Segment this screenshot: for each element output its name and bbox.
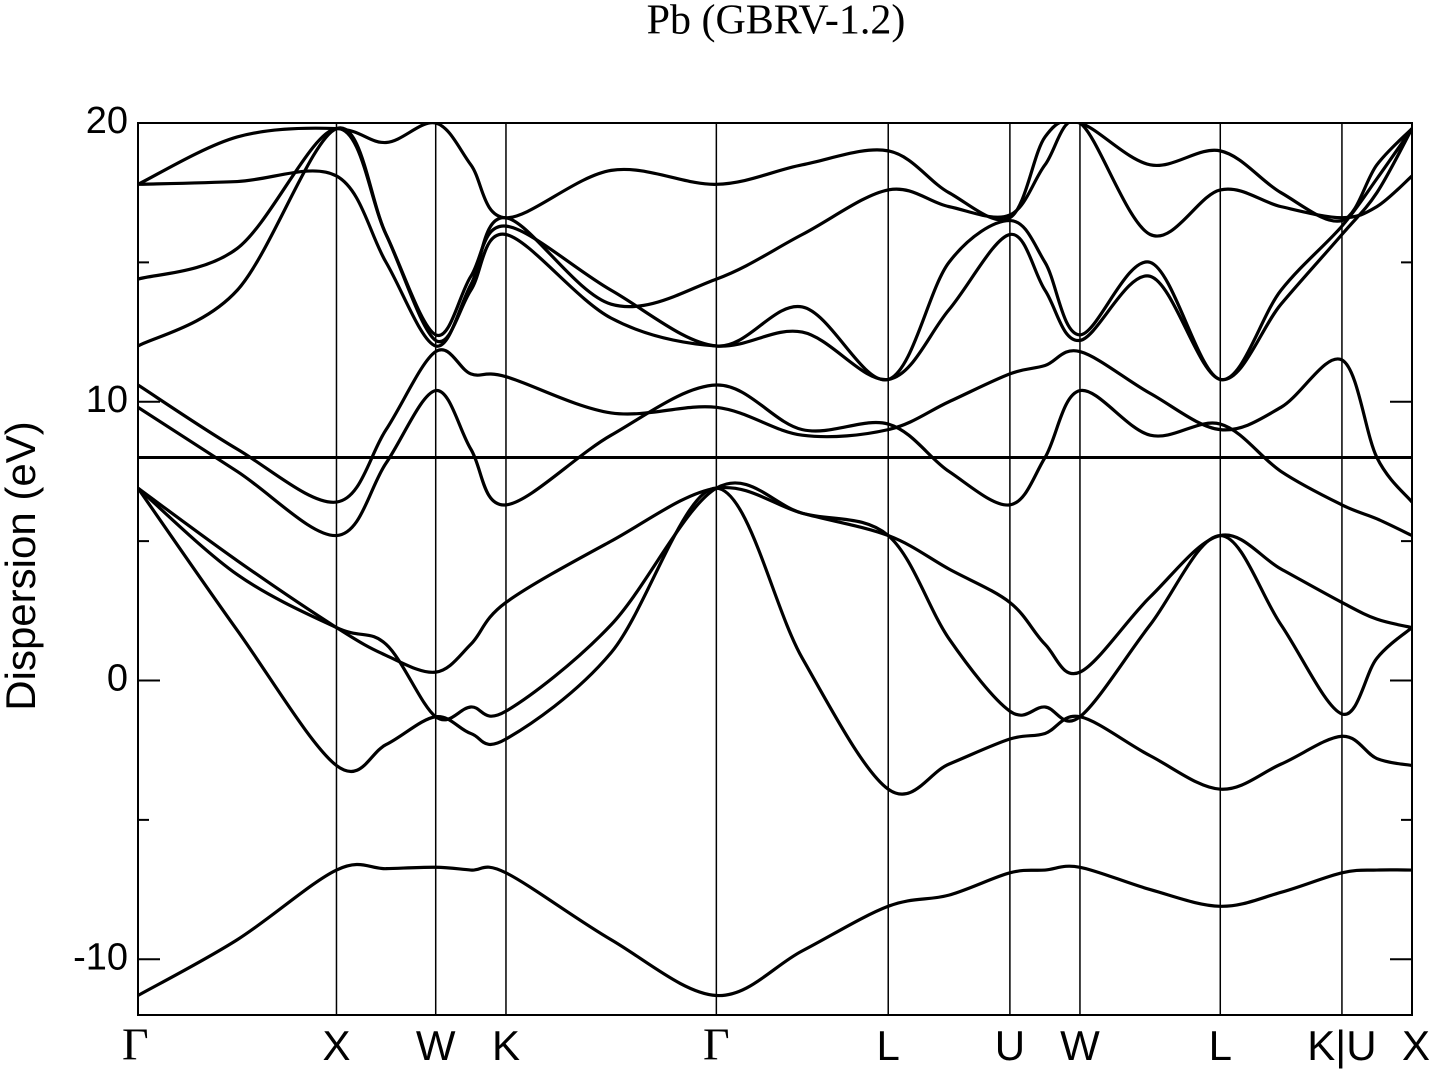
x-tick-label: Γ xyxy=(703,1019,730,1070)
x-tick-label: L xyxy=(1209,1022,1232,1069)
x-tick-label: K|U xyxy=(1307,1022,1376,1069)
band-line xyxy=(138,348,1412,504)
band-line xyxy=(138,126,1412,382)
y-tick-label: 20 xyxy=(86,100,128,142)
x-tick-label: L xyxy=(877,1022,900,1069)
plot-area xyxy=(138,123,1412,1015)
x-tick-label: X xyxy=(1402,1022,1430,1069)
x-tick-label: X xyxy=(322,1022,350,1069)
band-line xyxy=(138,123,1412,348)
band-line xyxy=(138,862,1412,998)
x-tick-label: U xyxy=(995,1022,1025,1069)
band-line xyxy=(138,486,1412,796)
band-line xyxy=(138,485,1412,676)
y-axis-label: Dispersion (eV) xyxy=(0,421,44,710)
chart-title: Pb (GBRV-1.2) xyxy=(647,0,906,44)
plot-frame xyxy=(137,122,1413,1016)
x-tick-label: K xyxy=(492,1022,520,1069)
y-tick-label: 10 xyxy=(86,379,128,421)
x-tick-label: Γ xyxy=(122,1019,149,1070)
y-tick-label: -10 xyxy=(73,936,128,978)
x-tick-label: W xyxy=(1060,1022,1100,1069)
y-tick-label: 0 xyxy=(107,658,128,700)
x-tick-label: W xyxy=(416,1022,456,1069)
band-line xyxy=(138,123,1412,223)
